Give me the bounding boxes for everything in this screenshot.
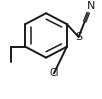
Text: Cl: Cl — [49, 68, 59, 78]
Text: S: S — [75, 32, 82, 42]
Text: N: N — [87, 1, 96, 11]
